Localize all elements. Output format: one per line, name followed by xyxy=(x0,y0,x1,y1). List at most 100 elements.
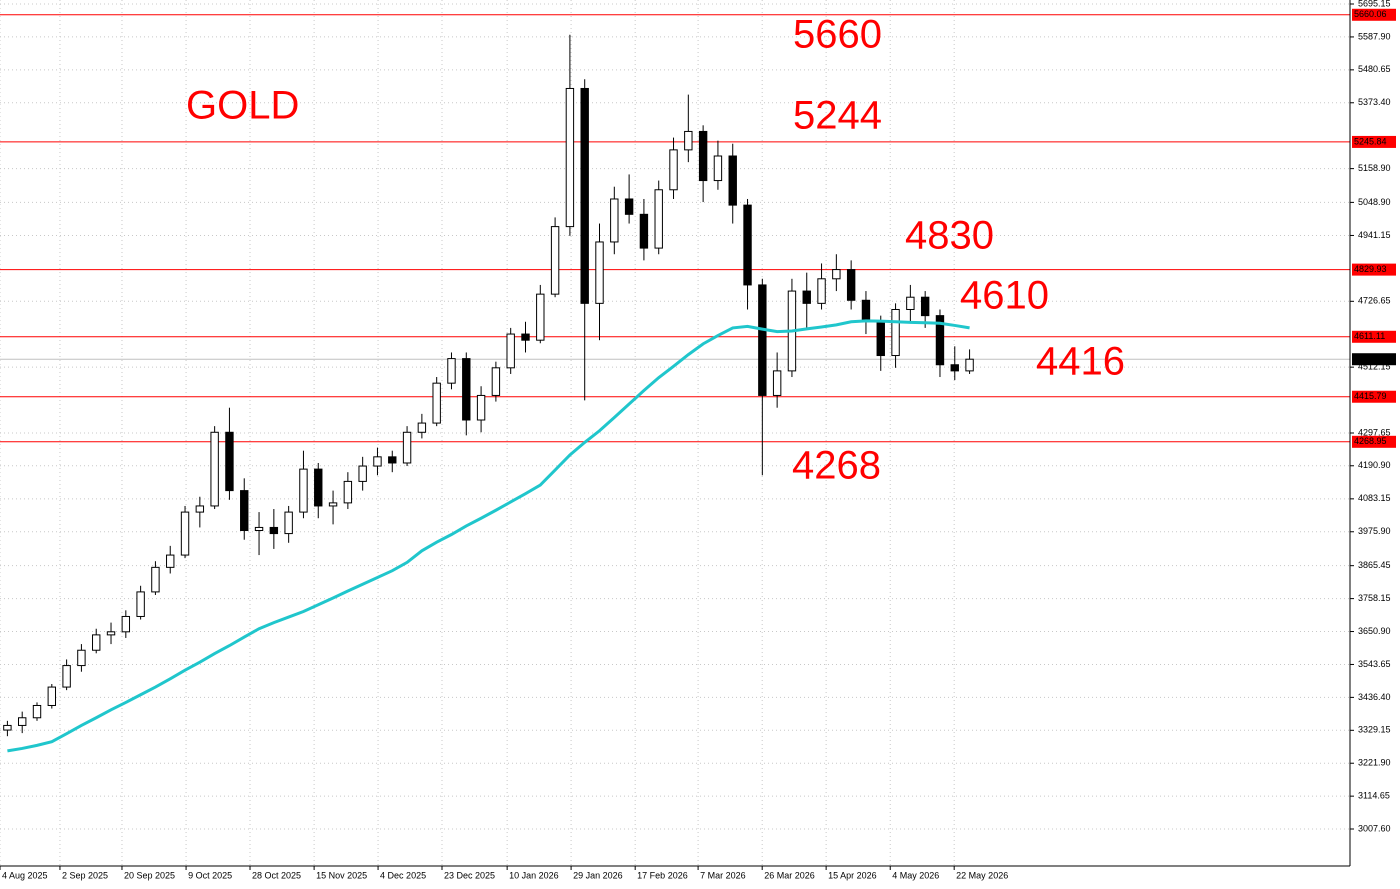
y-tick-label: 4083.15 xyxy=(1358,493,1391,503)
y-tick-label: 4941.15 xyxy=(1358,230,1391,240)
candle-body xyxy=(92,634,101,651)
candle-body xyxy=(314,468,323,507)
candle-body xyxy=(417,422,427,433)
y-tick-label: 3221.90 xyxy=(1358,758,1391,768)
candle-body xyxy=(743,204,752,286)
candle-body xyxy=(121,615,131,633)
level-label-box xyxy=(1352,135,1396,148)
candle-body xyxy=(580,87,589,304)
level-label: 5660.06 xyxy=(1354,9,1387,19)
candle-body xyxy=(876,321,885,357)
annotation: 4830 xyxy=(905,214,994,258)
x-tick-label: 23 Dec 2025 xyxy=(444,870,495,880)
candle-body xyxy=(225,431,234,492)
x-tick-label: 22 May 2026 xyxy=(956,870,1008,880)
candle-body xyxy=(624,198,634,215)
candle-body xyxy=(136,591,145,617)
annotation: 4610 xyxy=(960,274,1049,318)
candle-body xyxy=(565,87,575,228)
y-tick-label: 4726.65 xyxy=(1358,296,1391,306)
level-label-box xyxy=(1352,8,1396,21)
candle-body xyxy=(166,554,175,568)
level-label-box xyxy=(1352,390,1396,403)
level-label: 4611.11 xyxy=(1354,331,1385,341)
candle-body xyxy=(506,333,515,369)
x-tick-label: 17 Feb 2026 xyxy=(637,870,688,880)
annotation: 5660 xyxy=(793,13,882,57)
x-tick-label: 4 Dec 2025 xyxy=(380,870,426,880)
candle-body xyxy=(18,717,27,726)
y-tick-label: 5587.90 xyxy=(1358,31,1391,41)
candle-body xyxy=(32,704,42,719)
x-tick-label: 2 Sep 2025 xyxy=(62,870,108,880)
candle-body xyxy=(817,278,826,304)
annotation: 5244 xyxy=(793,94,882,138)
candle-body xyxy=(358,465,367,482)
y-tick-label: 4297.65 xyxy=(1358,427,1391,437)
x-tick-label: 4 Aug 2025 xyxy=(2,870,48,880)
candle-body xyxy=(802,290,811,304)
candle-body xyxy=(106,631,116,636)
y-tick-label: 5158.90 xyxy=(1358,163,1391,173)
candle-body xyxy=(654,189,663,249)
level-label: 4829.93 xyxy=(1354,264,1387,274)
x-tick-label: 15 Apr 2026 xyxy=(828,870,877,880)
candle-body xyxy=(595,241,604,304)
y-tick-label: 5695.15 xyxy=(1358,0,1391,8)
candle-body xyxy=(151,566,160,593)
y-tick-label: 3758.15 xyxy=(1358,593,1391,603)
candle-body xyxy=(373,456,382,467)
candle-body xyxy=(62,665,71,688)
candle-body xyxy=(713,155,723,182)
candle-body xyxy=(284,511,293,535)
candle-body xyxy=(610,198,619,243)
candle-body xyxy=(77,649,86,667)
y-tick-label: 5480.65 xyxy=(1358,64,1391,74)
candle-body xyxy=(550,226,560,295)
candle-body xyxy=(269,526,279,535)
annotation: GOLD xyxy=(186,84,299,128)
candle-body xyxy=(195,505,205,513)
candle-body xyxy=(240,490,249,532)
candle-body xyxy=(476,394,486,421)
candle-body xyxy=(684,130,693,151)
y-tick-label: 4512.15 xyxy=(1358,362,1391,372)
x-tick-label: 4 May 2026 xyxy=(892,870,939,880)
y-tick-label: 5373.40 xyxy=(1358,97,1391,107)
candle-body xyxy=(388,456,397,464)
candle-body xyxy=(462,358,471,421)
annotation: 4416 xyxy=(1036,340,1125,384)
candle-body xyxy=(47,686,57,706)
y-tick-label: 3650.90 xyxy=(1358,626,1391,636)
candle-body xyxy=(521,333,530,341)
x-tick-label: 15 Nov 2025 xyxy=(316,870,367,880)
moving-average xyxy=(7,319,970,753)
y-tick-label: 3114.65 xyxy=(1358,791,1390,801)
candle-body xyxy=(328,502,338,507)
last-price-box xyxy=(1352,353,1396,366)
candle-body xyxy=(299,468,308,513)
level-label: 4415.79 xyxy=(1354,391,1387,401)
y-tick-label: 5048.90 xyxy=(1358,197,1391,207)
candle-body xyxy=(935,315,945,366)
candle-body xyxy=(965,358,974,372)
level-label-box xyxy=(1352,435,1396,448)
candle-body xyxy=(447,358,456,384)
x-tick-label: 10 Jan 2026 xyxy=(509,870,559,880)
candle-body xyxy=(3,724,12,731)
candle-body xyxy=(728,155,737,206)
candle-body xyxy=(698,130,708,182)
candle-body xyxy=(758,284,767,396)
candle-body xyxy=(491,367,501,396)
candle-body xyxy=(343,480,353,504)
x-tick-label: 9 Oct 2025 xyxy=(188,870,232,880)
y-tick-label: 3436.40 xyxy=(1358,692,1391,702)
candle-body xyxy=(920,296,930,317)
last-price-label: 4537.98 xyxy=(1354,354,1387,364)
level-label-box xyxy=(1352,263,1396,276)
candle-body xyxy=(432,382,441,424)
level-label-box xyxy=(1352,330,1396,343)
y-tick-label: 3007.60 xyxy=(1358,823,1391,833)
